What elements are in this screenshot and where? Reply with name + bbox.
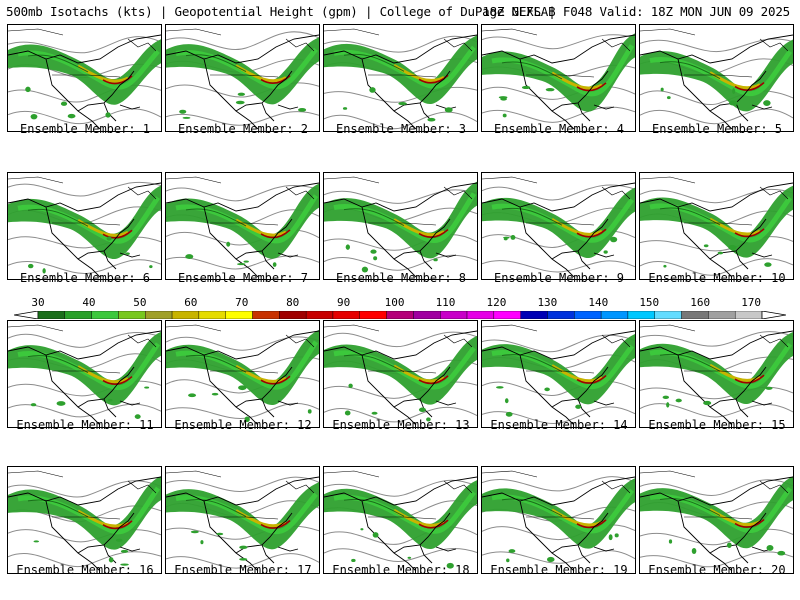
colorbar-tick-label: 160 — [690, 296, 711, 309]
ensemble-member-label: Ensemble Member: 12 — [174, 418, 312, 432]
colorbar-tick-label: 60 — [184, 296, 198, 309]
ensemble-map-panel — [639, 466, 794, 574]
ensemble-member-label: Ensemble Member: 3 — [335, 122, 467, 136]
ensemble-map-panel — [7, 172, 162, 280]
ensemble-member-label: Ensemble Member: 20 — [648, 563, 786, 577]
ensemble-map-panel — [165, 172, 320, 280]
ensemble-member-label: Ensemble Member: 17 — [174, 563, 312, 577]
ensemble-member-label: Ensemble Member: 1 — [19, 122, 151, 136]
header-run-info: 18Z GEFS | F048 Valid: 18Z MON JUN 09 20… — [482, 4, 790, 19]
ensemble-map — [324, 324, 477, 426]
ensemble-map — [482, 470, 635, 572]
ensemble-member-label: Ensemble Member: 11 — [16, 418, 154, 432]
ensemble-member-label: Ensemble Member: 2 — [177, 122, 309, 136]
ensemble-member-label: Ensemble Member: 15 — [648, 418, 786, 432]
ensemble-map — [640, 324, 793, 426]
ensemble-member-label: Ensemble Member: 4 — [493, 122, 625, 136]
ensemble-map — [640, 176, 793, 278]
colorbar-tick-label: 170 — [741, 296, 762, 309]
header-title: 500mb Isotachs (kts) | Geopotential Heig… — [6, 4, 556, 19]
ensemble-map-panel — [323, 320, 478, 428]
ensemble-map — [166, 176, 319, 278]
ensemble-member-label: Ensemble Member: 5 — [651, 122, 783, 136]
ensemble-member-label: Ensemble Member: 14 — [490, 418, 628, 432]
ensemble-map — [8, 28, 161, 130]
ensemble-map — [482, 324, 635, 426]
ensemble-member-label: Ensemble Member: 10 — [648, 271, 786, 285]
ensemble-map — [8, 470, 161, 572]
ensemble-map-panel — [323, 24, 478, 132]
colorbar-tick-label: 120 — [486, 296, 507, 309]
ensemble-map — [166, 324, 319, 426]
ensemble-map — [324, 176, 477, 278]
ensemble-map-panel — [639, 172, 794, 280]
ensemble-map-panel — [481, 172, 636, 280]
ensemble-map — [8, 324, 161, 426]
ensemble-map-panel — [165, 466, 320, 574]
colorbar-tick-label: 80 — [286, 296, 300, 309]
ensemble-map — [166, 470, 319, 572]
colorbar-tick-label: 70 — [235, 296, 249, 309]
ensemble-map-panel — [639, 24, 794, 132]
ensemble-map — [8, 176, 161, 278]
ensemble-map-panel — [7, 320, 162, 428]
ensemble-map-panel — [7, 24, 162, 132]
colorbar-tick-label: 110 — [435, 296, 456, 309]
ensemble-member-label: Ensemble Member: 16 — [16, 563, 154, 577]
ensemble-map-panel — [323, 466, 478, 574]
ensemble-member-label: Ensemble Member: 9 — [493, 271, 625, 285]
ensemble-map — [324, 470, 477, 572]
colorbar-tick-label: 50 — [133, 296, 147, 309]
ensemble-map — [640, 28, 793, 130]
colorbar-tick-label: 150 — [639, 296, 660, 309]
ensemble-member-label: Ensemble Member: 8 — [335, 271, 467, 285]
ensemble-map-panel — [323, 172, 478, 280]
ensemble-map-panel — [481, 24, 636, 132]
ensemble-map — [324, 28, 477, 130]
ensemble-member-label: Ensemble Member: 13 — [332, 418, 470, 432]
isotach-colorbar: 30 40 50 60 70 80 90 100 110 120 130 140 150 160 170 — [14, 296, 786, 322]
ensemble-map — [482, 176, 635, 278]
colorbar-tick-label: 140 — [588, 296, 609, 309]
colorbar-tick-label: 100 — [384, 296, 405, 309]
ensemble-member-label: Ensemble Member: 18 — [332, 563, 470, 577]
ensemble-map-panel — [481, 466, 636, 574]
ensemble-map-panel — [165, 320, 320, 428]
ensemble-map — [166, 28, 319, 130]
ensemble-map — [640, 470, 793, 572]
colorbar-tick-label: 90 — [337, 296, 351, 309]
colorbar-tick-label: 130 — [537, 296, 558, 309]
ensemble-member-label: Ensemble Member: 19 — [490, 563, 628, 577]
figure-header: 500mb Isotachs (kts) | Geopotential Heig… — [6, 4, 796, 22]
ensemble-member-label: Ensemble Member: 6 — [19, 271, 151, 285]
ensemble-map-panel — [165, 24, 320, 132]
colorbar-tick-label: 30 — [31, 296, 45, 309]
colorbar-scale — [14, 311, 786, 319]
ensemble-map-panel — [639, 320, 794, 428]
ensemble-map-panel — [481, 320, 636, 428]
ensemble-map-panel — [7, 466, 162, 574]
colorbar-tick-label: 40 — [82, 296, 96, 309]
ensemble-map — [482, 28, 635, 130]
ensemble-member-label: Ensemble Member: 7 — [177, 271, 309, 285]
